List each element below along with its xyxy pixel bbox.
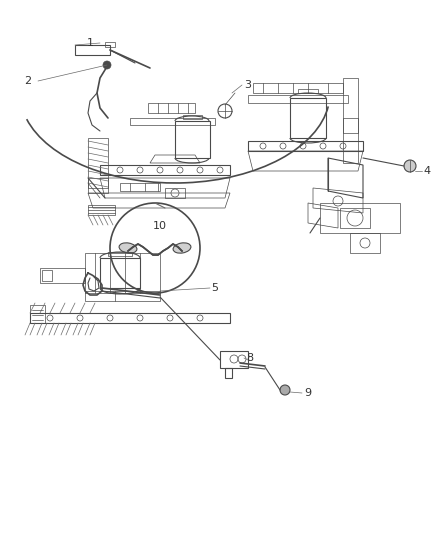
Text: 4: 4 [424,166,431,176]
Circle shape [404,160,416,172]
Text: 5: 5 [212,283,219,293]
Text: 1: 1 [86,38,93,48]
Circle shape [103,61,111,69]
Text: 9: 9 [304,388,311,398]
Text: 10: 10 [153,221,167,231]
Ellipse shape [119,243,137,253]
Text: 8: 8 [247,353,254,363]
Ellipse shape [173,243,191,253]
Text: 2: 2 [25,76,32,86]
Text: 3: 3 [244,80,251,90]
Circle shape [280,385,290,395]
